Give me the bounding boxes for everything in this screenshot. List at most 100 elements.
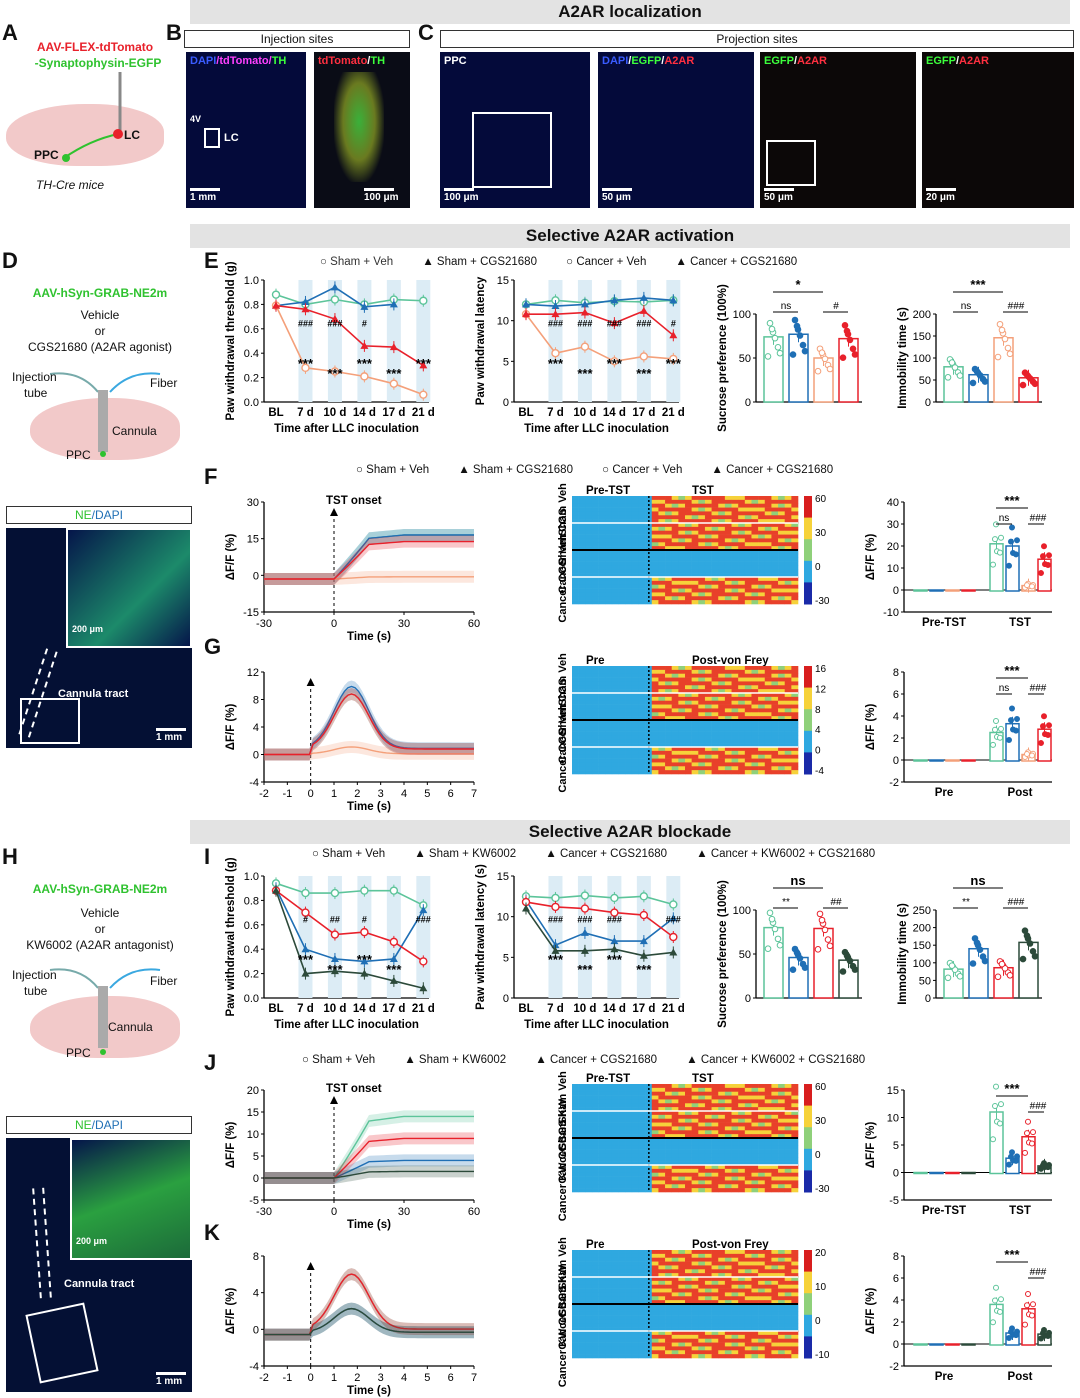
heatmap-cell [665,1350,673,1355]
heatmap-cell [724,538,732,543]
heatmap-cell [625,1350,633,1355]
heatmap-cell [572,1157,579,1162]
heatmap-cell [685,716,692,721]
heatmap-cell [618,700,626,705]
heatmap-cell [758,696,766,702]
heatmap-cell [625,727,633,732]
heatmap-cell [704,735,712,740]
legend-e-sham-veh: ○ Sham + Veh [320,256,394,268]
heatmap-cell [764,1323,772,1328]
heatmap-cell [585,553,593,559]
heatmap-cell [764,1084,772,1089]
heatmap-cell [598,1122,606,1127]
sem-band [264,1302,474,1341]
heatmap-cell [631,588,639,593]
heatmap-cell [731,1087,739,1093]
heatmap-cell [784,750,792,756]
heatmap-cell [738,519,746,524]
heatmap-cell [605,1141,613,1147]
heatmap-cell [738,693,746,698]
heatmap-cell [631,1280,639,1286]
heatmap-cell [671,1084,679,1089]
data-point [301,945,310,953]
heatmap-cell [764,1296,772,1301]
colorbar-label: 0 [815,1316,821,1327]
heatmap-cell [625,1257,633,1262]
heatmap-cell [658,1141,666,1147]
heatmap-cell [758,685,766,690]
heatmap-cell [731,1354,739,1359]
heatmap-cell [784,1165,792,1170]
heatmap-cell [771,1134,779,1139]
heatmap-cell [572,511,579,516]
heatmap-cell [758,1091,766,1096]
heatmap-cell [691,1153,699,1158]
heatmap-cell [771,766,779,771]
heatmap-cell [578,731,586,736]
heatmap-cell [598,766,606,771]
heatmap-cell [738,550,746,555]
heatmap-cell [751,1176,759,1181]
heatmap-cell [744,1331,752,1336]
heatmap-cell [578,727,586,732]
heatmap-cell [784,519,792,524]
heatmap-cell [691,677,699,682]
heatmap-cell [631,1273,639,1278]
series-line [526,309,674,336]
heatmap-cell [605,523,613,528]
heatmap-cell [658,731,666,736]
heatmap-cell [698,1304,706,1309]
heatmap-cell [572,762,579,767]
scatter-dot [849,345,857,353]
heatmap-cell [691,523,699,528]
heatmap-cell [724,1141,732,1147]
heatmap-cell [631,731,639,736]
heatmap-cell [704,561,712,566]
heatmap-cell [711,553,719,559]
heatmap-cell [711,1346,719,1351]
heatmap-cell [651,731,659,736]
heatmap-cell [611,712,619,717]
heatmap-cell [738,573,746,578]
heatmap-cell [671,700,679,705]
heatmap-cell [578,553,586,559]
heatmap-cell [678,1288,686,1293]
stat-annotation: # [303,914,308,924]
heatmap-cell [711,1111,719,1116]
heatmap-cell [731,700,739,705]
heatmap-cell [744,708,752,713]
heatmap-cell [711,1331,719,1336]
heatmap-cell [665,1342,673,1347]
heatmap-cell [698,1107,706,1112]
heatmap-cell [625,588,633,593]
heatmap-cell [578,1165,586,1170]
heatmap-cell [651,519,659,524]
heatmap-cell [764,1107,772,1112]
data-point [419,906,428,914]
heatmap-cell [685,515,692,520]
heatmap-cell [784,573,792,578]
heatmap-cell [791,1342,799,1347]
heatmap-cell [764,731,772,736]
heatmap-cell [665,542,673,547]
heatmap-cell [791,758,799,763]
heatmap-cell [744,750,752,756]
heatmap-cell [744,550,752,555]
heatmap-cell [738,1180,746,1185]
heatmap-cell [724,677,732,682]
scatter-dot [998,534,1004,541]
heatmap-cell [631,1346,639,1351]
heatmap-cell [671,750,679,756]
heatmap-cell [598,1292,606,1297]
heatmap-cell [751,704,759,709]
x-tick-label: -2 [259,1372,269,1384]
stat-annotation: *** [357,952,373,967]
heatmap-cell [585,565,593,570]
heatmap-cell [651,596,659,601]
heatmap-cell [784,1277,792,1282]
heatmap-cell [771,499,779,505]
heatmap-cell [651,1168,659,1174]
heatmap-cell [704,1331,712,1336]
heatmap-cell [711,1277,719,1282]
heatmap-cell [611,754,619,759]
